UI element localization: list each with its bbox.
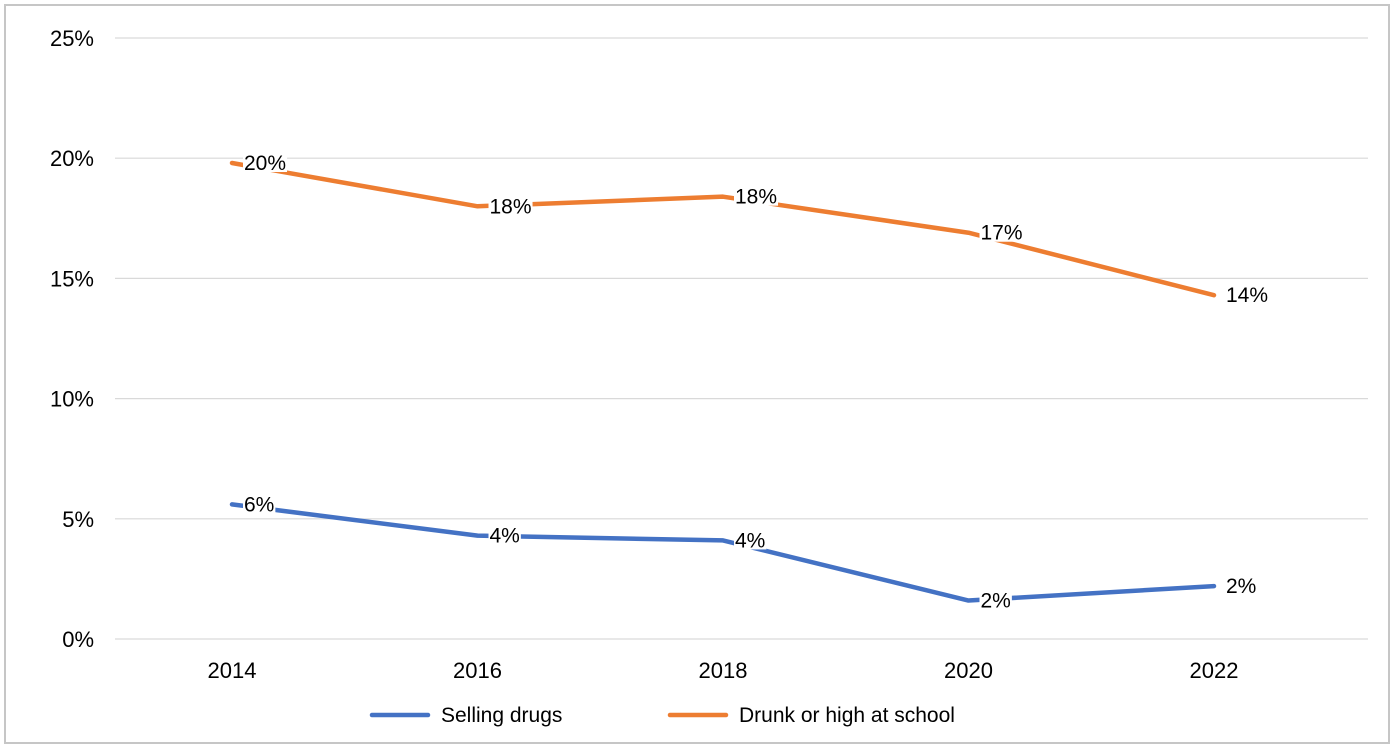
x-axis-ticks: 2014 2016 2018 2020 2022 (208, 658, 1239, 683)
data-label-background (243, 155, 288, 173)
data-label: 18% (490, 195, 532, 218)
y-tick-label: 5% (62, 507, 94, 532)
data-label-background (488, 198, 533, 216)
data-label-background (734, 532, 767, 550)
data-label-background (488, 527, 521, 545)
series-line-drunk-or-high (229, 160, 1217, 298)
y-tick-label: 25% (50, 26, 94, 51)
x-tick-label: 2022 (1190, 658, 1239, 683)
series-line-selling-drugs (229, 502, 1217, 603)
data-label-background (243, 496, 276, 514)
chart-frame (4, 4, 1390, 744)
legend-item-drunk-or-high: Drunk or high at school (667, 704, 955, 727)
data-label-background (734, 188, 779, 206)
data-label: 4% (490, 525, 520, 548)
data-label-background (979, 224, 1024, 242)
data-label: 17% (981, 222, 1023, 245)
y-tick-label: 15% (50, 266, 94, 291)
y-tick-label: 10% (50, 387, 94, 412)
y-axis-ticks: 0% 5% 10% 15% 20% 25% (50, 26, 94, 652)
legend-label: Drunk or high at school (739, 704, 955, 727)
legend-item-selling-drugs: Selling drugs (369, 704, 562, 727)
x-tick-label: 2020 (944, 658, 993, 683)
data-label: 4% (735, 529, 765, 552)
x-tick-label: 2018 (699, 658, 748, 683)
y-tick-label: 0% (62, 627, 94, 652)
y-tick-label: 20% (50, 146, 94, 171)
data-label: 6% (244, 493, 274, 516)
legend: Selling drugs Drunk or high at school (369, 704, 955, 727)
series-lines (229, 160, 1217, 603)
gridlines (115, 37, 1368, 640)
x-tick-label: 2016 (453, 658, 502, 683)
data-label-background (1225, 578, 1258, 596)
data-label: 20% (244, 152, 286, 175)
x-tick-label: 2014 (208, 658, 257, 683)
data-label-background (1225, 287, 1270, 305)
data-labels: 6% 4% 4% 2% 2% 20% 18% 18% 17% 14% (243, 152, 1270, 613)
data-label-background (979, 592, 1012, 610)
data-label: 14% (1226, 284, 1268, 307)
data-label: 2% (981, 590, 1011, 613)
data-label: 2% (1226, 575, 1256, 598)
legend-label: Selling drugs (441, 704, 562, 727)
data-label: 18% (735, 186, 777, 209)
